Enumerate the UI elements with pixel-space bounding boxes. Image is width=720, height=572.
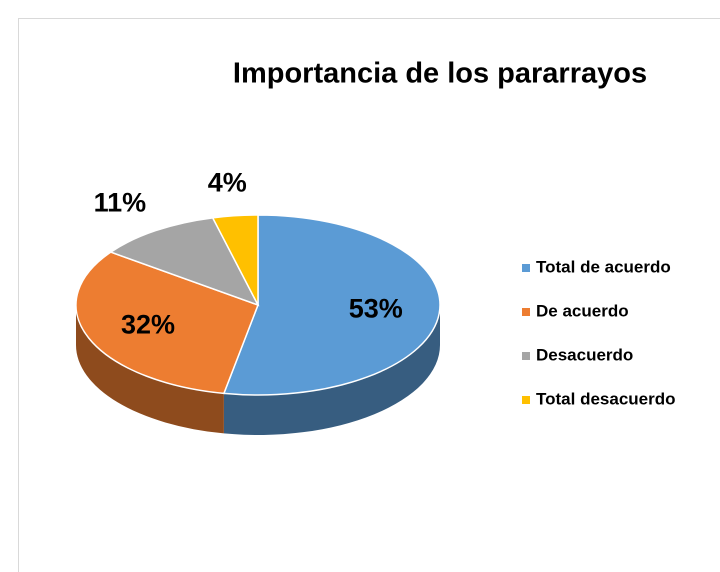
legend-swatch (522, 264, 530, 272)
legend-swatch (522, 308, 530, 316)
pie-slice (222, 214, 441, 396)
data-label: 32% (121, 310, 175, 340)
data-label: 11% (94, 188, 147, 218)
pie: 53% 32% 11% 4% (75, 168, 441, 435)
pie-slice (109, 217, 260, 307)
legend-label: De acuerdo (536, 301, 629, 320)
legend-swatch (522, 352, 530, 360)
legend-label: Desacuerdo (536, 345, 633, 364)
legend-swatch (522, 396, 530, 404)
data-label: 4% (208, 168, 247, 198)
chart-title: Importancia de los pararrayos (233, 58, 647, 90)
legend-label: Total desacuerdo (536, 389, 676, 408)
pie-slice (211, 214, 259, 306)
legend-label: Total de acuerdo (536, 257, 671, 276)
pie-side (76, 305, 224, 434)
pie-slice (75, 251, 259, 395)
pie-side (223, 305, 441, 435)
data-label: 53% (349, 294, 403, 324)
legend: Total de acuerdo De acuerdo Desacuerdo Tota… (522, 257, 676, 408)
